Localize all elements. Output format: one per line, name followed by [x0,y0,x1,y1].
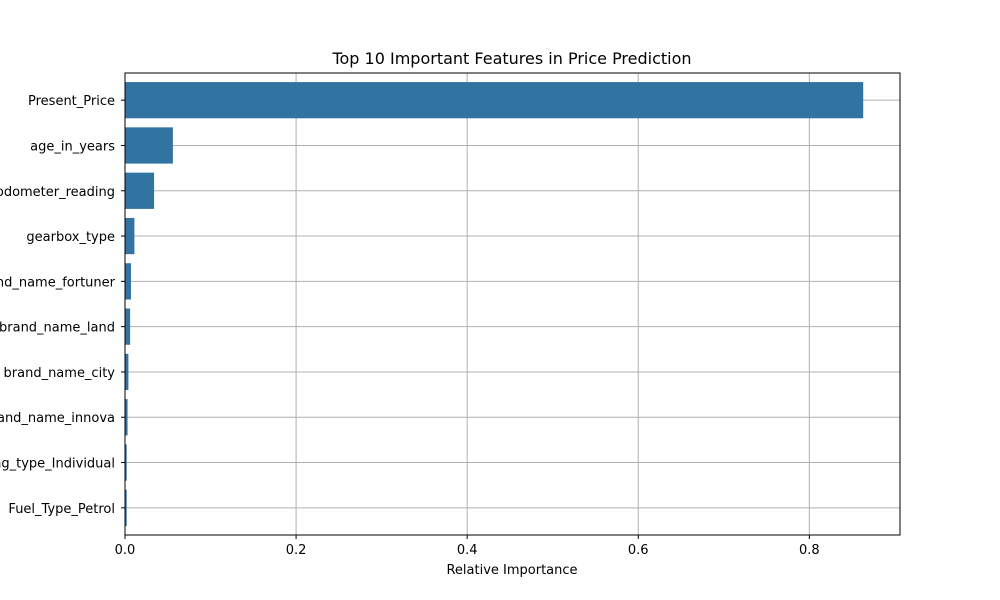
x-axis-label: Relative Importance [446,563,577,578]
bar [125,263,131,300]
x-tick-label: 0.4 [457,543,478,558]
bar [125,82,864,119]
bar [125,399,128,436]
bar [125,444,127,481]
bar [125,172,155,209]
y-tick-label: brand_name_innova [0,411,115,426]
y-tick-label: Fuel_Type_Petrol [8,502,115,517]
x-tick-label: 0.0 [115,543,136,558]
y-tick-label: Present_Price [28,94,115,109]
y-tick-label: brand_name_city [4,366,116,381]
plot-frame [124,72,901,536]
y-tick-label: selling_type_Individual [0,457,115,472]
y-tick-label: odometer_reading [0,185,115,200]
y-tick-label: brand_name_land [0,321,115,336]
y-tick-label: gearbox_type [26,230,115,245]
bar [125,489,127,526]
y-tick-label: age_in_years [30,139,115,154]
chart-title: Top 10 Important Features in Price Predi… [331,49,691,68]
bars [125,82,864,526]
grid-lines [124,73,900,535]
axis-ticks: 0.0 0.2 0.4 0.6 0.8 Present_Price age_in_years… [0,94,820,558]
bar [125,127,173,164]
x-tick-label: 0.2 [286,543,307,558]
bar [125,308,131,345]
bar [125,353,129,391]
bar [125,217,135,255]
x-tick-label: 0.6 [628,543,649,558]
x-tick-label: 0.8 [799,543,820,558]
y-tick-label: brand_name_fortuner [0,275,116,290]
